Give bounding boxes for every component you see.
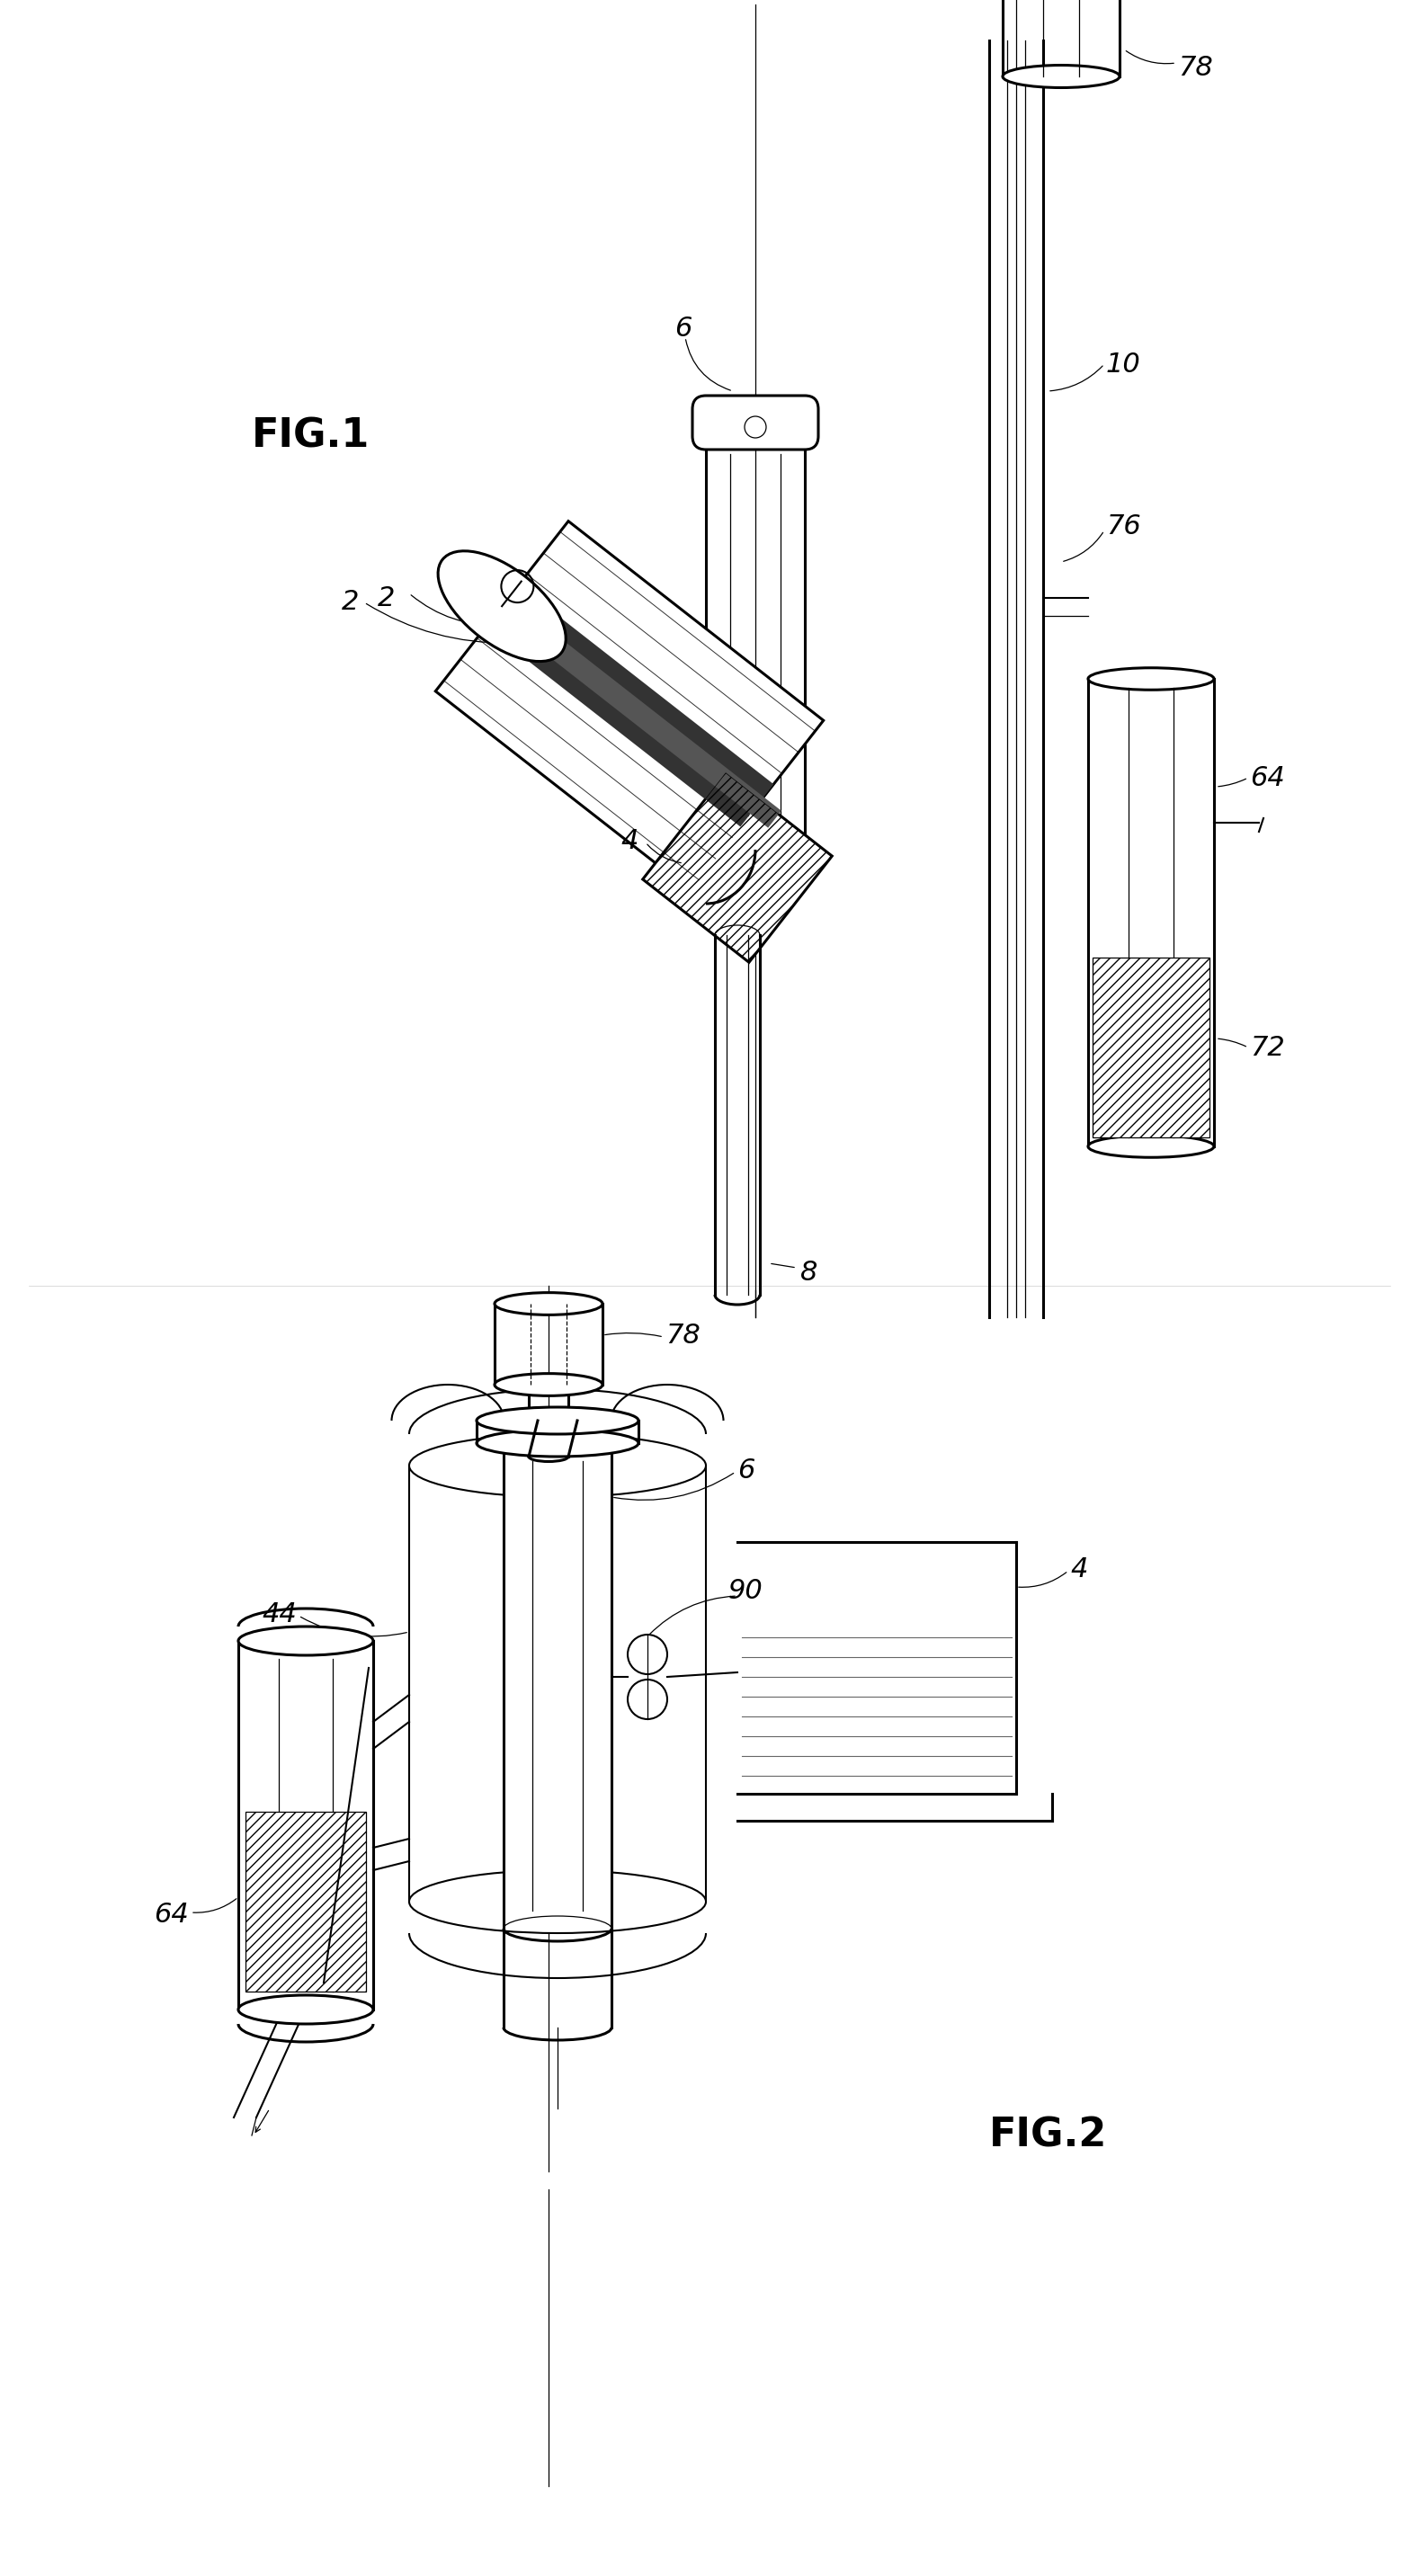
Bar	[738, 1543, 1016, 1793]
Bar	[1093, 958, 1209, 1139]
Text: 4: 4	[620, 827, 639, 853]
Text: FIG.1: FIG.1	[251, 417, 370, 456]
Ellipse shape	[477, 1406, 639, 1435]
Bar	[245, 1811, 366, 1991]
Text: 78: 78	[666, 1321, 701, 1347]
Ellipse shape	[238, 1625, 373, 1656]
Ellipse shape	[1088, 667, 1215, 690]
Text: FIG.2: FIG.2	[989, 2115, 1107, 2154]
Bar	[504, 1443, 612, 1929]
Text: 64: 64	[1250, 765, 1284, 791]
Polygon shape	[436, 520, 823, 891]
Text: 76: 76	[1105, 513, 1141, 538]
Text: 64: 64	[155, 1901, 189, 1929]
Ellipse shape	[238, 1996, 373, 2025]
Ellipse shape	[1003, 64, 1120, 88]
Polygon shape	[485, 585, 773, 827]
Ellipse shape	[504, 1430, 612, 1455]
Ellipse shape	[705, 425, 805, 446]
Ellipse shape	[409, 1435, 705, 1497]
Text: 72: 72	[1250, 1036, 1284, 1061]
Bar	[238, 1641, 373, 2009]
Text: 4: 4	[1070, 1556, 1087, 1582]
Text: 2: 2	[342, 590, 359, 616]
Ellipse shape	[409, 1870, 705, 1932]
Ellipse shape	[477, 1430, 639, 1455]
Polygon shape	[643, 773, 832, 963]
FancyBboxPatch shape	[692, 397, 819, 451]
Ellipse shape	[529, 1381, 569, 1388]
Ellipse shape	[495, 1293, 603, 1314]
Text: 8: 8	[800, 1260, 817, 1285]
Ellipse shape	[529, 1453, 569, 1461]
Polygon shape	[514, 611, 782, 827]
Text: 6: 6	[674, 314, 692, 340]
Ellipse shape	[495, 1373, 603, 1396]
Ellipse shape	[438, 551, 566, 662]
Text: 44: 44	[263, 1600, 297, 1628]
Ellipse shape	[1088, 1136, 1215, 1157]
Text: 2: 2	[377, 585, 396, 611]
Text: 90: 90	[728, 1579, 763, 1605]
Text: 10: 10	[1105, 350, 1141, 376]
Text: 78: 78	[1178, 54, 1213, 80]
Text: 6: 6	[738, 1458, 755, 1484]
